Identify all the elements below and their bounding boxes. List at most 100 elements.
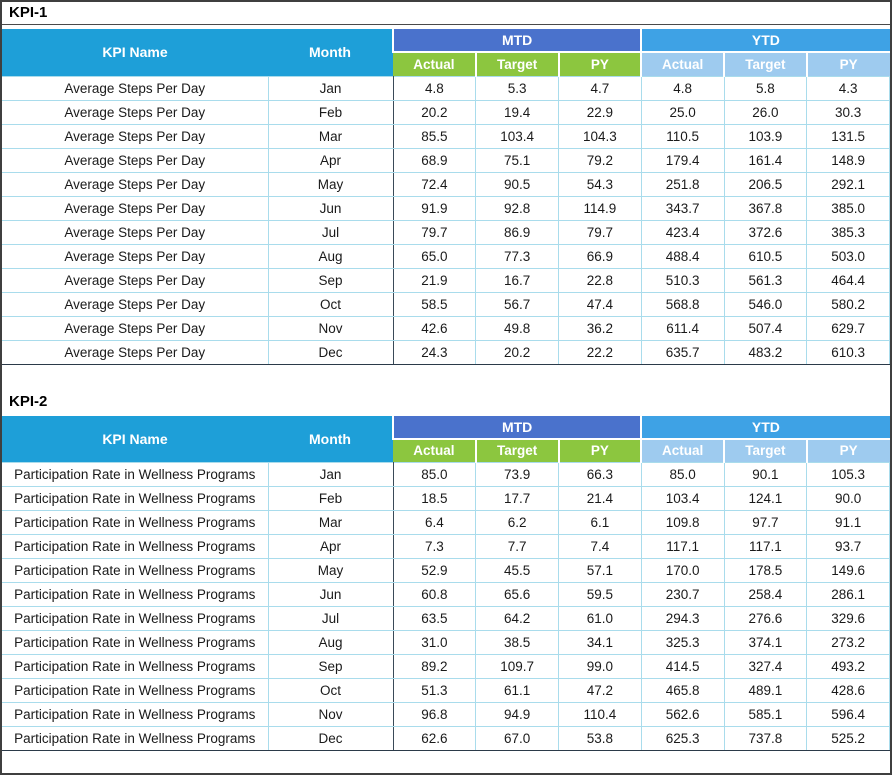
mtd-target-cell[interactable]: 6.2 xyxy=(475,510,559,535)
mtd-target-cell[interactable]: 109.7 xyxy=(475,654,559,679)
month-cell[interactable]: Jul xyxy=(267,606,394,631)
mtd-target-cell[interactable]: 77.3 xyxy=(475,243,559,269)
ytd-target-cell[interactable]: 161.4 xyxy=(723,147,808,173)
ytd-py-cell[interactable]: 292.1 xyxy=(806,171,890,197)
ytd-target-cell[interactable]: 489.1 xyxy=(723,678,808,703)
mtd-py-cell[interactable]: 99.0 xyxy=(558,654,642,679)
kpi-name-cell[interactable]: Average Steps Per Day xyxy=(2,315,269,341)
ytd-py-header[interactable]: PY xyxy=(805,438,890,463)
ytd-target-cell[interactable]: 124.1 xyxy=(723,486,808,511)
ytd-py-cell[interactable]: 30.3 xyxy=(806,99,890,125)
month-cell[interactable]: Jun xyxy=(267,195,394,221)
mtd-target-cell[interactable]: 16.7 xyxy=(475,267,559,293)
kpi-name-cell[interactable]: Average Steps Per Day xyxy=(2,99,269,125)
ytd-actual-cell[interactable]: 414.5 xyxy=(640,654,725,679)
mtd-actual-cell[interactable]: 51.3 xyxy=(392,678,477,703)
mtd-target-cell[interactable]: 86.9 xyxy=(475,219,559,245)
mtd-actual-cell[interactable]: 21.9 xyxy=(392,267,477,293)
kpi-name-cell[interactable]: Average Steps Per Day xyxy=(2,195,269,221)
kpi-name-cell[interactable]: Participation Rate in Wellness Programs xyxy=(2,702,269,727)
mtd-actual-cell[interactable]: 4.8 xyxy=(392,75,477,101)
mtd-target-cell[interactable]: 94.9 xyxy=(475,702,559,727)
ytd-py-cell[interactable]: 4.3 xyxy=(806,75,890,101)
ytd-py-cell[interactable]: 428.6 xyxy=(806,678,890,703)
month-cell[interactable]: Jun xyxy=(267,582,394,607)
kpi-name-cell[interactable]: Average Steps Per Day xyxy=(2,123,269,149)
kpi-name-cell[interactable]: Participation Rate in Wellness Programs xyxy=(2,486,269,511)
ytd-actual-header[interactable]: Actual xyxy=(640,52,724,76)
ytd-target-cell[interactable]: 546.0 xyxy=(723,291,808,317)
mtd-py-cell[interactable]: 22.9 xyxy=(558,99,642,125)
mtd-py-cell[interactable]: 66.9 xyxy=(558,243,642,269)
mtd-target-cell[interactable]: 73.9 xyxy=(475,462,559,487)
mtd-py-cell[interactable]: 59.5 xyxy=(558,582,642,607)
mtd-target-cell[interactable]: 56.7 xyxy=(475,291,559,317)
mtd-py-cell[interactable]: 4.7 xyxy=(558,75,642,101)
mtd-target-cell[interactable]: 75.1 xyxy=(475,147,559,173)
ytd-target-cell[interactable]: 97.7 xyxy=(723,510,808,535)
mtd-actual-cell[interactable]: 24.3 xyxy=(392,339,477,365)
mtd-py-cell[interactable]: 47.2 xyxy=(558,678,642,703)
ytd-actual-cell[interactable]: 465.8 xyxy=(640,678,725,703)
mtd-py-cell[interactable]: 47.4 xyxy=(558,291,642,317)
mtd-actual-cell[interactable]: 91.9 xyxy=(392,195,477,221)
mtd-actual-cell[interactable]: 58.5 xyxy=(392,291,477,317)
mtd-target-cell[interactable]: 92.8 xyxy=(475,195,559,221)
mtd-target-cell[interactable]: 61.1 xyxy=(475,678,559,703)
ytd-target-header[interactable]: Target xyxy=(723,52,807,76)
ytd-actual-cell[interactable]: 251.8 xyxy=(640,171,725,197)
mtd-target-cell[interactable]: 19.4 xyxy=(475,99,559,125)
ytd-actual-cell[interactable]: 294.3 xyxy=(640,606,725,631)
mtd-target-cell[interactable]: 45.5 xyxy=(475,558,559,583)
mtd-actual-cell[interactable]: 42.6 xyxy=(392,315,477,341)
ytd-py-cell[interactable]: 91.1 xyxy=(806,510,890,535)
month-cell[interactable]: Sep xyxy=(267,654,394,679)
ytd-actual-cell[interactable]: 611.4 xyxy=(640,315,725,341)
month-cell[interactable]: Feb xyxy=(267,99,394,125)
mtd-actual-cell[interactable]: 7.3 xyxy=(392,534,477,559)
kpi-name-cell[interactable]: Participation Rate in Wellness Programs xyxy=(2,510,269,535)
mtd-target-cell[interactable]: 20.2 xyxy=(475,339,559,365)
ytd-py-cell[interactable]: 493.2 xyxy=(806,654,890,679)
mtd-py-cell[interactable]: 6.1 xyxy=(558,510,642,535)
ytd-py-cell[interactable]: 580.2 xyxy=(806,291,890,317)
ytd-target-cell[interactable]: 178.5 xyxy=(723,558,808,583)
ytd-py-cell[interactable]: 90.0 xyxy=(806,486,890,511)
ytd-actual-cell[interactable]: 170.0 xyxy=(640,558,725,583)
mtd-py-cell[interactable]: 66.3 xyxy=(558,462,642,487)
month-cell[interactable]: Oct xyxy=(267,291,394,317)
month-cell[interactable]: Jan xyxy=(267,75,394,101)
kpi-name-cell[interactable]: Average Steps Per Day xyxy=(2,339,269,365)
mtd-target-header[interactable]: Target xyxy=(474,438,559,463)
mtd-actual-cell[interactable]: 96.8 xyxy=(392,702,477,727)
mtd-py-cell[interactable]: 57.1 xyxy=(558,558,642,583)
month-cell[interactable]: May xyxy=(267,558,394,583)
mtd-actual-cell[interactable]: 60.8 xyxy=(392,582,477,607)
ytd-actual-cell[interactable]: 423.4 xyxy=(640,219,725,245)
ytd-py-cell[interactable]: 329.6 xyxy=(806,606,890,631)
ytd-py-cell[interactable]: 273.2 xyxy=(806,630,890,655)
month-cell[interactable]: Nov xyxy=(267,315,394,341)
kpi-name-cell[interactable]: Participation Rate in Wellness Programs xyxy=(2,630,269,655)
ytd-actual-cell[interactable]: 110.5 xyxy=(640,123,725,149)
ytd-py-cell[interactable]: 503.0 xyxy=(806,243,890,269)
mtd-py-cell[interactable]: 22.2 xyxy=(558,339,642,365)
ytd-actual-cell[interactable]: 625.3 xyxy=(640,726,725,751)
mtd-actual-cell[interactable]: 68.9 xyxy=(392,147,477,173)
mtd-target-cell[interactable]: 64.2 xyxy=(475,606,559,631)
month-cell[interactable]: Nov xyxy=(267,702,394,727)
ytd-actual-header[interactable]: Actual xyxy=(640,438,724,463)
month-cell[interactable]: Jul xyxy=(267,219,394,245)
month-header[interactable]: Month xyxy=(268,29,393,76)
ytd-py-cell[interactable]: 93.7 xyxy=(806,534,890,559)
ytd-target-cell[interactable]: 206.5 xyxy=(723,171,808,197)
month-cell[interactable]: Mar xyxy=(267,510,394,535)
ytd-target-cell[interactable]: 737.8 xyxy=(723,726,808,751)
mtd-group-header[interactable]: MTD xyxy=(391,415,642,440)
ytd-py-cell[interactable]: 596.4 xyxy=(806,702,890,727)
ytd-target-cell[interactable]: 327.4 xyxy=(723,654,808,679)
mtd-target-cell[interactable]: 17.7 xyxy=(475,486,559,511)
kpi-name-cell[interactable]: Participation Rate in Wellness Programs xyxy=(2,582,269,607)
mtd-actual-cell[interactable]: 65.0 xyxy=(392,243,477,269)
mtd-target-cell[interactable]: 103.4 xyxy=(475,123,559,149)
